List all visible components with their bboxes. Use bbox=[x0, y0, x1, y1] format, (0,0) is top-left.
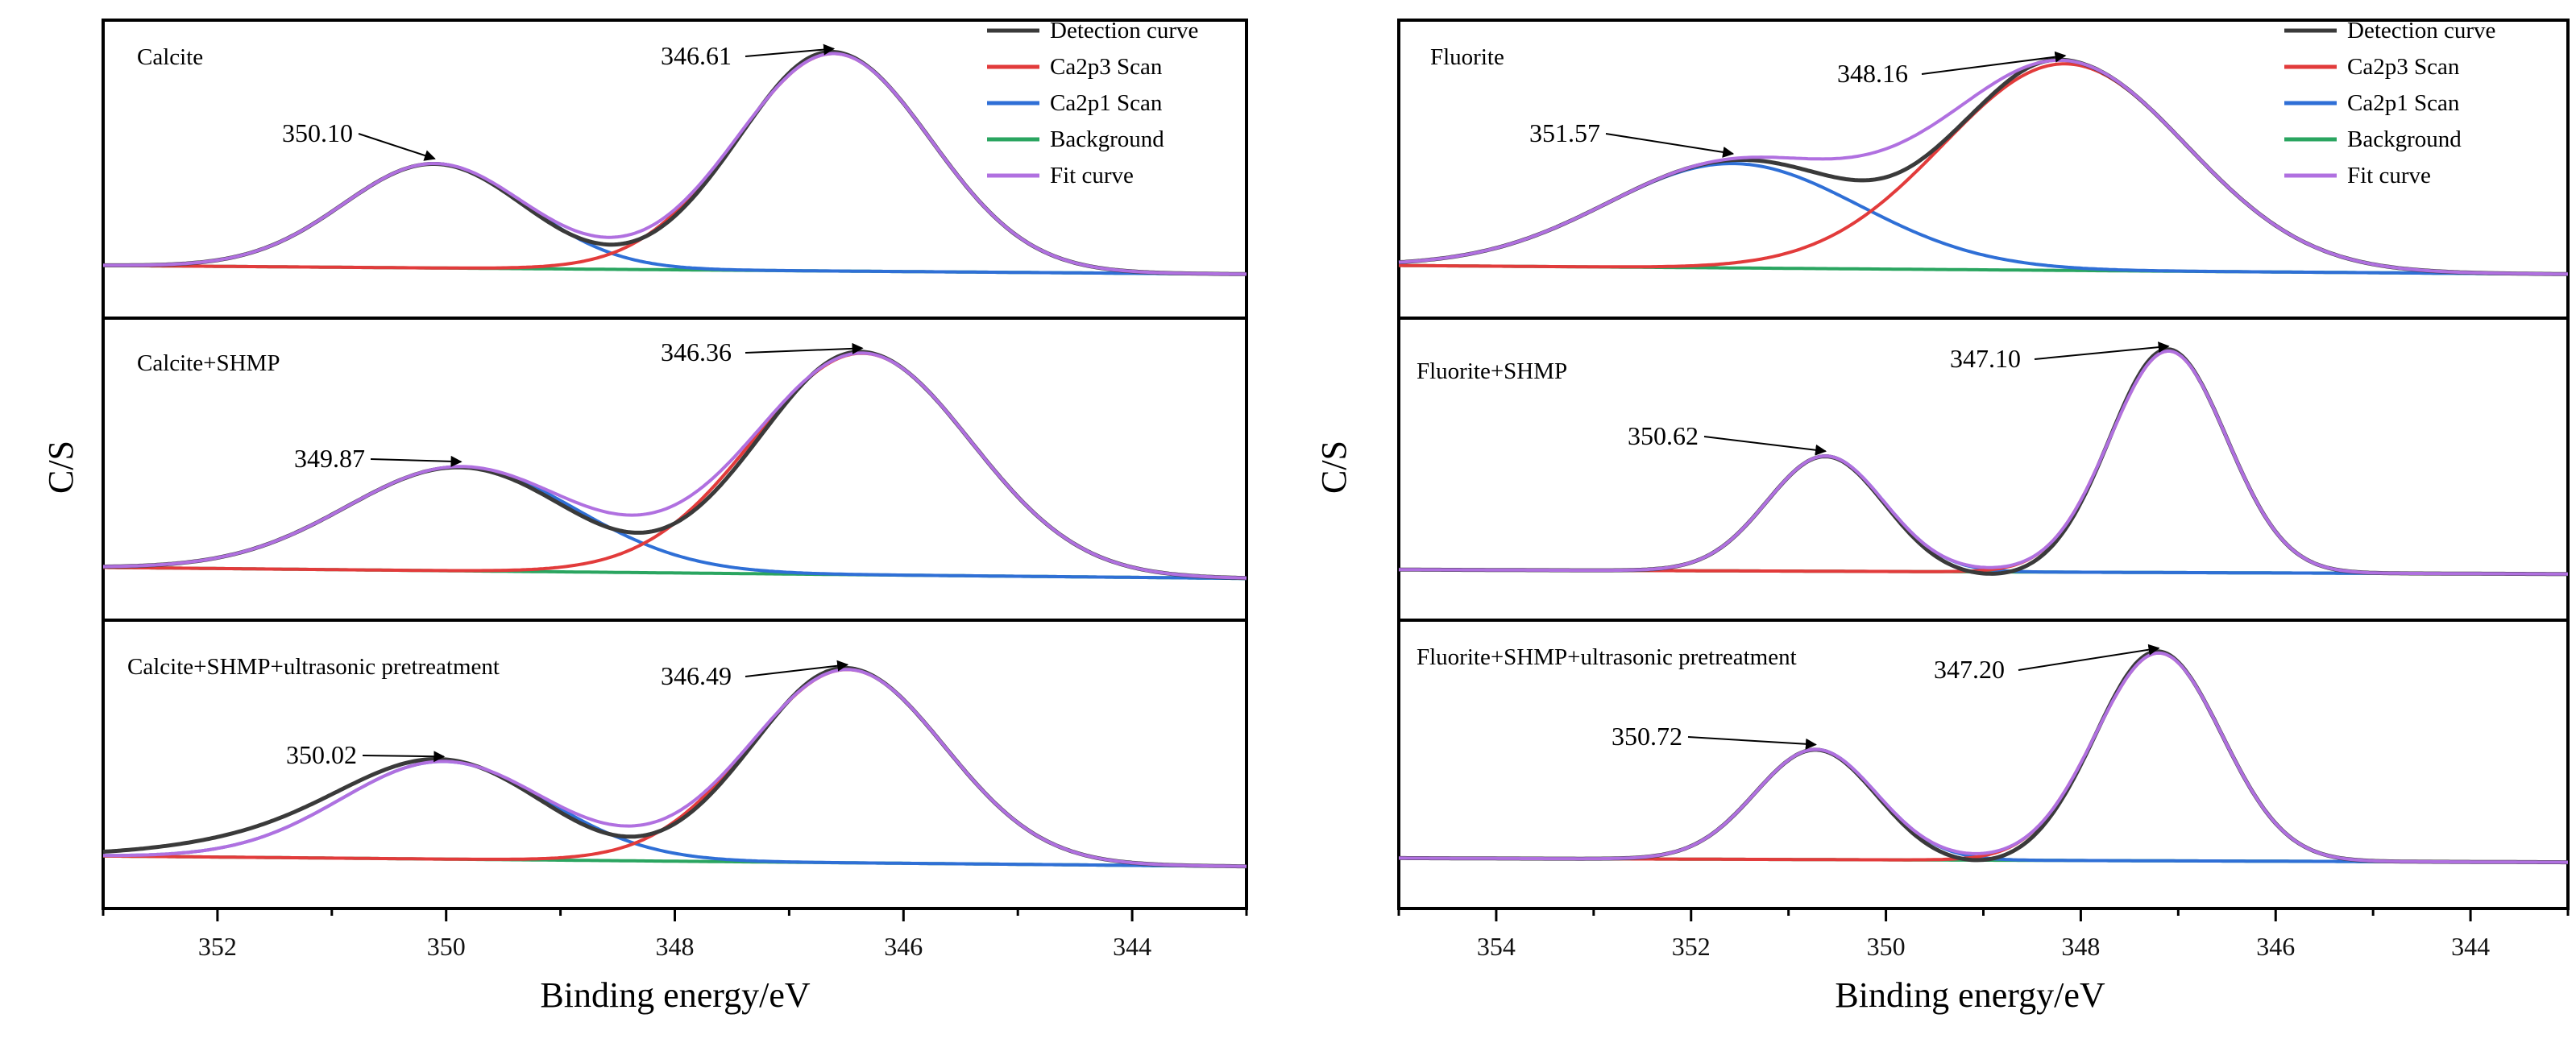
peak-arrow bbox=[1605, 133, 1735, 158]
panel-3: Calcite+SHMP+ultrasonic pretreatment 346.… bbox=[102, 619, 1248, 910]
legend-label: Fit curve bbox=[1050, 163, 1134, 188]
peak-arrow bbox=[745, 43, 836, 57]
legend-label: Detection curve bbox=[2347, 18, 2495, 43]
legend-label: Detection curve bbox=[1050, 18, 1198, 43]
fit-curve-line bbox=[1398, 58, 2568, 276]
x-axis: 352 350 348 346 344 bbox=[102, 908, 1248, 961]
x-tick-label: 354 bbox=[1477, 932, 1516, 961]
legend-label: Ca2p1 Scan bbox=[2347, 90, 2460, 116]
y-axis-label-left: C/S bbox=[41, 441, 81, 494]
peak-label: 350.72 bbox=[1612, 722, 1682, 751]
panel-label: Calcite+SHMP+ultrasonic pretreatment bbox=[127, 654, 500, 680]
chart-calcite: Calcite 346.61 350.10 Calcite+SHMP 346.36 349… bbox=[102, 18, 1248, 961]
peak-arrow bbox=[745, 342, 864, 354]
peak-label: 350.10 bbox=[282, 118, 353, 147]
x-axis: 354 352 350 348 346 344 bbox=[1397, 908, 2570, 961]
panel-label: Fluorite bbox=[1430, 44, 1504, 70]
peak-arrow bbox=[370, 455, 463, 467]
panel-2: Calcite+SHMP 346.36 349.87 bbox=[102, 317, 1248, 622]
chart-fluorite: Fluorite 348.16 351.57 Fluorite+SHMP 347.10 3… bbox=[1397, 18, 2570, 961]
ca2p1-scan-line bbox=[1398, 454, 2569, 576]
fit-curve-line bbox=[1398, 349, 2568, 576]
ca2p3-scan-line bbox=[1399, 349, 2568, 576]
legend-label: Fit curve bbox=[2347, 163, 2431, 188]
y-axis-label-right: C/S bbox=[1314, 441, 1354, 494]
peak-label: 351.57 bbox=[1529, 118, 1600, 147]
legend: Detection curve Ca2p3 Scan Ca2p1 Scan Backg… bbox=[987, 18, 1198, 188]
legend: Detection curve Ca2p3 Scan Ca2p1 Scan Backg… bbox=[2284, 18, 2495, 188]
peak-label: 348.16 bbox=[1837, 59, 1908, 88]
panel-label: Calcite+SHMP bbox=[137, 350, 280, 376]
peak-label: 346.36 bbox=[661, 337, 732, 366]
legend-label: Ca2p3 Scan bbox=[2347, 54, 2460, 80]
x-tick-label: 348 bbox=[2061, 932, 2100, 961]
panel-3: Fluorite+SHMP+ultrasonic pretreatment 347… bbox=[1397, 619, 2570, 910]
detection-curve-line bbox=[102, 665, 1247, 869]
x-tick-label: 348 bbox=[656, 932, 695, 961]
peak-arrow bbox=[2034, 341, 2170, 360]
x-tick-label: 350 bbox=[1867, 932, 1906, 961]
legend-label: Ca2p1 Scan bbox=[1050, 90, 1163, 116]
x-tick-label: 346 bbox=[884, 932, 923, 961]
ca2p3-scan-line bbox=[1399, 651, 2568, 864]
legend-label: Background bbox=[1050, 126, 1164, 152]
peak-label: 350.02 bbox=[286, 740, 357, 769]
panel-2: Fluorite+SHMP 347.10 350.62 bbox=[1397, 317, 2570, 622]
peak-arrow bbox=[1687, 736, 1817, 750]
x-tick-label: 352 bbox=[198, 932, 237, 961]
ca2p3-scan-line bbox=[102, 668, 1247, 868]
x-tick-label: 344 bbox=[2451, 932, 2490, 961]
peak-arrow bbox=[2018, 644, 2160, 671]
panel-label: Calcite bbox=[137, 44, 203, 70]
panel-label: Fluorite+SHMP+ultrasonic pretreatment bbox=[1417, 644, 1797, 670]
peak-label: 347.20 bbox=[1934, 655, 2005, 684]
fit-curve-line bbox=[103, 52, 1247, 276]
x-tick-label: 346 bbox=[2256, 932, 2295, 961]
peak-arrow bbox=[1703, 436, 1827, 456]
panel-1: Calcite 346.61 350.10 bbox=[102, 19, 1248, 320]
peak-label: 347.10 bbox=[1950, 344, 2021, 373]
x-tick-label: 352 bbox=[1672, 932, 1711, 961]
legend-label: Background bbox=[2347, 126, 2462, 152]
detection-curve-line bbox=[1398, 347, 2568, 577]
peak-arrow bbox=[745, 660, 849, 677]
panel-label: Fluorite+SHMP bbox=[1417, 358, 1567, 384]
x-tick-label: 350 bbox=[427, 932, 466, 961]
peak-label: 350.62 bbox=[1628, 421, 1699, 450]
peak-label: 349.87 bbox=[294, 444, 365, 473]
legend-label: Ca2p3 Scan bbox=[1050, 54, 1163, 80]
fit-curve-line bbox=[103, 351, 1247, 580]
peak-arrow bbox=[362, 751, 446, 763]
x-axis-label-right: Binding energy/eV bbox=[1835, 975, 2105, 1015]
fit-curve-line bbox=[1399, 651, 2568, 864]
peak-arrow bbox=[358, 133, 436, 161]
x-tick-label: 344 bbox=[1113, 932, 1151, 961]
fit-curve-line bbox=[103, 668, 1247, 868]
peak-arrow bbox=[1921, 51, 2067, 75]
x-axis-label-left: Binding energy/eV bbox=[540, 975, 810, 1015]
ca2p1-scan-line bbox=[1399, 747, 2568, 864]
peak-label: 346.49 bbox=[661, 661, 732, 690]
peak-label: 346.61 bbox=[661, 41, 732, 70]
